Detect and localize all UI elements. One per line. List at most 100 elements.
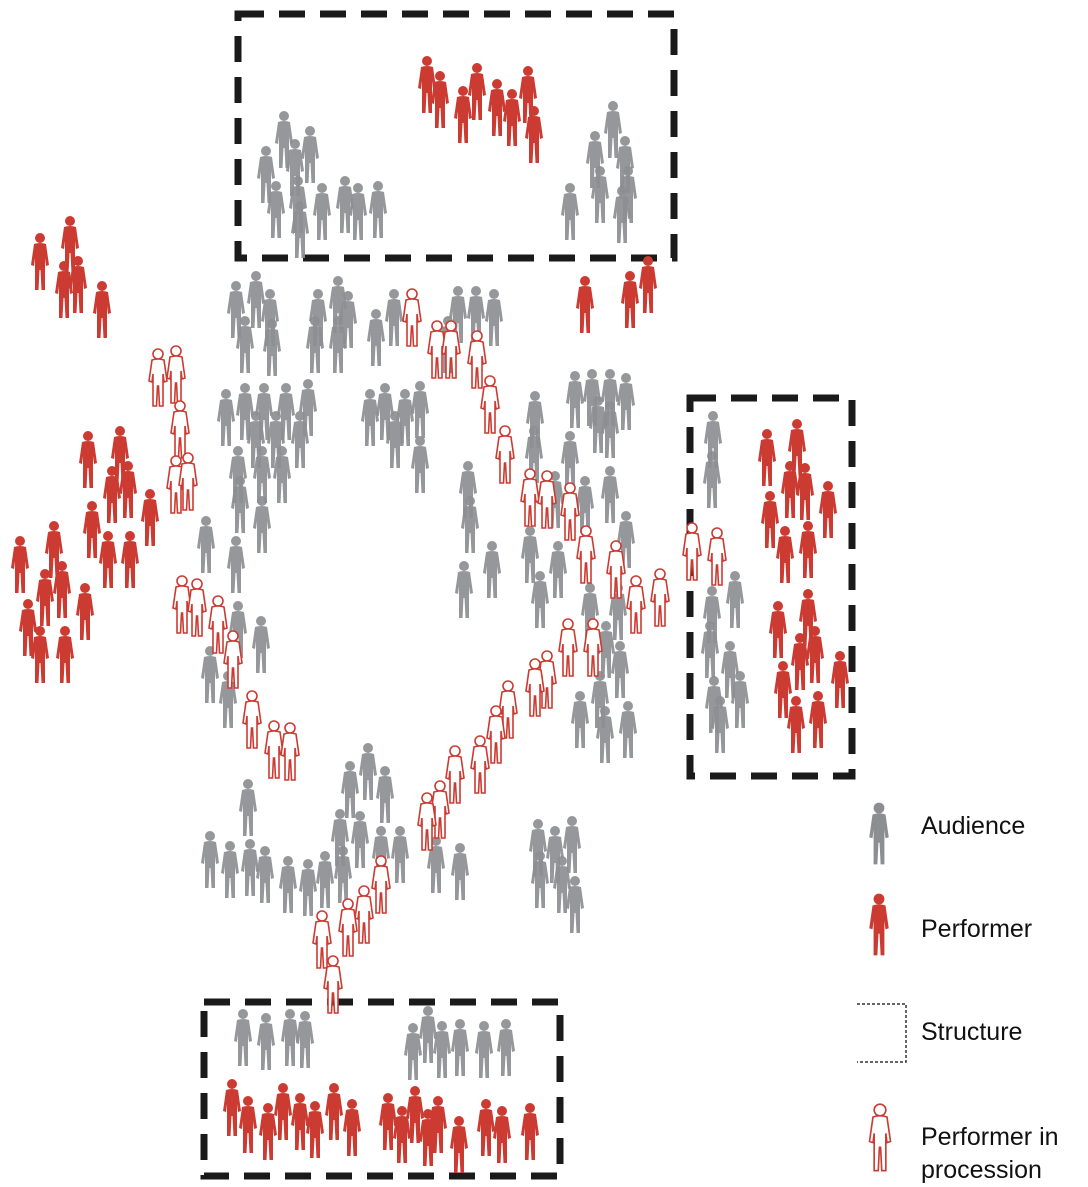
performer-icon (781, 461, 799, 518)
performer-icon (488, 79, 506, 136)
structure-right (686, 394, 856, 780)
procession-performer-icon (280, 722, 300, 781)
audience-member-icon (485, 289, 503, 346)
audience-member-icon (279, 856, 297, 913)
performer-icon (493, 1106, 511, 1163)
procession-performer-icon (480, 375, 500, 434)
performer-icon (806, 626, 824, 683)
performer-icon (141, 489, 159, 546)
audience-member-icon (313, 183, 331, 240)
audience-member-icon (234, 1009, 252, 1066)
performer-icon (55, 261, 73, 318)
legend-label-structure: Structure (921, 1018, 1023, 1046)
procession-performer-icon (467, 330, 487, 389)
performer-icon (621, 271, 639, 328)
structure-top (234, 10, 678, 262)
audience-member-icon (301, 126, 319, 183)
audience-member-icon (201, 646, 219, 703)
performer-icon (477, 1099, 495, 1156)
audience-member-icon (296, 1011, 314, 1068)
performer-icon (31, 626, 49, 683)
performer-icon (76, 583, 94, 640)
structures (200, 10, 856, 1180)
performer-icon (761, 491, 779, 548)
performer-icon (787, 696, 805, 753)
procession-performer-icon (187, 578, 207, 637)
audience-member-icon (726, 571, 744, 628)
performer-icon (809, 691, 827, 748)
audience-member-icon (497, 1019, 515, 1076)
audience-member-icon (451, 1019, 469, 1076)
audience-member-icon (239, 779, 257, 836)
audience-member-icon (361, 389, 379, 446)
procession-performer-icon (495, 425, 515, 484)
audience-member-icon (455, 561, 473, 618)
audience-member-icon (566, 371, 584, 428)
legend-audience-icon (869, 802, 889, 865)
audience-member-icon (281, 1009, 299, 1066)
performer-icon (223, 1079, 241, 1136)
legend-label-performer: Performer (921, 915, 1033, 943)
audience-member-icon (367, 309, 385, 366)
legend-procession-icon (868, 1103, 892, 1172)
audience-member-icon (241, 839, 259, 896)
performer-icon (819, 481, 837, 538)
performer-icon (343, 1099, 361, 1156)
performer-icon (503, 89, 521, 146)
audience-member-icon (341, 761, 359, 818)
performer-icon (11, 536, 29, 593)
audience-member-icon (197, 516, 215, 573)
procession-performer-icon (371, 855, 391, 914)
legend-structure-icon (857, 1003, 907, 1063)
performer-icon (525, 106, 543, 163)
performer-icon (379, 1093, 397, 1150)
audience-member-icon (483, 541, 501, 598)
performer-icon (291, 1093, 309, 1150)
audience-member-icon (349, 183, 367, 240)
procession-performer-icon (208, 595, 228, 654)
performer-icon (774, 661, 792, 718)
legend-label-audience: Audience (921, 812, 1026, 840)
performer-icon (239, 1096, 257, 1153)
audience-member-icon (369, 181, 387, 238)
performer-icon (83, 501, 101, 558)
audience-member-icon (351, 811, 369, 868)
procession-performer-icon (402, 288, 422, 347)
procession-performer-icon (560, 482, 580, 541)
procession-performer-icon (558, 618, 578, 677)
procession-performer-icon (576, 525, 596, 584)
performer-icon (306, 1101, 324, 1158)
audience-member-icon (227, 536, 245, 593)
audience-member-icon (451, 843, 469, 900)
procession-performer-icon (170, 400, 190, 459)
audience-member-icon (273, 446, 291, 503)
audience-member-icon (601, 466, 619, 523)
audience-member-icon (253, 496, 271, 553)
legend (857, 802, 907, 1172)
performer-icon (799, 521, 817, 578)
audience-member-icon (561, 431, 579, 488)
audience-member-icon (576, 476, 594, 533)
audience-member-icon (391, 826, 409, 883)
performer-icon (576, 276, 594, 333)
audience-member-icon (411, 436, 429, 493)
performer-icon (831, 651, 849, 708)
procession-group (148, 288, 727, 1014)
audience-member-icon (563, 816, 581, 873)
procession-performer-icon (166, 345, 186, 404)
performer-icon (758, 429, 776, 486)
performer-icon (79, 431, 97, 488)
performer-icon (121, 531, 139, 588)
procession-performer-icon (242, 690, 262, 749)
performer-icon (769, 601, 787, 658)
structure-bottom (200, 998, 564, 1180)
audience-member-icon (619, 701, 637, 758)
procession-performer-icon (470, 735, 490, 794)
procession-performer-icon (626, 575, 646, 634)
audience-member-icon (316, 851, 334, 908)
audience-member-icon (253, 446, 271, 503)
audience-member-icon (571, 691, 589, 748)
audience-member-icon (703, 451, 721, 508)
audience-member-icon (475, 1021, 493, 1078)
